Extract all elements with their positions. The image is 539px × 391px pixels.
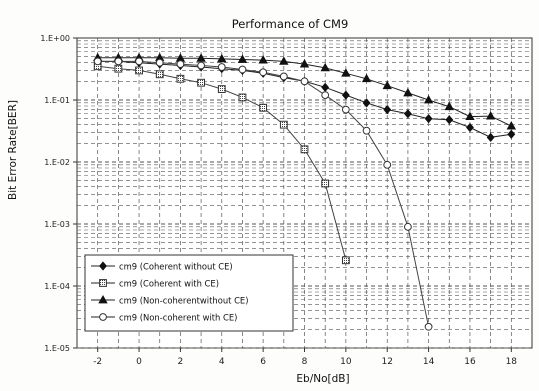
- x-tick-label: -2: [93, 357, 102, 367]
- data-point: [445, 115, 454, 125]
- data-point: [485, 111, 496, 120]
- chart-title: Performance of CM9: [232, 17, 349, 31]
- legend-marker: [99, 313, 107, 321]
- data-point: [362, 98, 371, 108]
- data-point: [300, 77, 309, 86]
- data-point: [404, 222, 412, 231]
- data-point: [403, 87, 413, 97]
- series-circle: [93, 57, 433, 331]
- x-tick-label: 16: [464, 357, 476, 367]
- x-tick-label: 6: [260, 357, 266, 367]
- data-point: [135, 66, 143, 75]
- y-axis-label: Bit Error Rate[BER]: [7, 100, 19, 200]
- data-point: [506, 121, 516, 130]
- data-point: [217, 53, 227, 63]
- data-point: [114, 57, 123, 66]
- x-tick-label: 2: [178, 357, 184, 367]
- data-point: [403, 109, 412, 119]
- data-point: [320, 62, 330, 72]
- x-tick-label: 8: [302, 357, 308, 367]
- data-point: [259, 103, 268, 112]
- data-point: [383, 160, 392, 169]
- y-tick-label: 1.E-03: [44, 220, 70, 229]
- data-point: [155, 70, 164, 79]
- grid-lines: [77, 38, 532, 349]
- data-point: [341, 256, 350, 265]
- data-point: [135, 57, 143, 66]
- x-tick-label: 10: [340, 357, 352, 367]
- y-tick-label: 1.E-05: [44, 344, 70, 353]
- data-point: [238, 65, 247, 74]
- data-point: [279, 120, 288, 129]
- legend-box: [84, 254, 294, 332]
- legend-label: cm9 (Coherent without CE): [119, 262, 233, 272]
- data-point: [259, 68, 268, 77]
- data-point: [444, 101, 454, 111]
- data-point: [341, 90, 350, 100]
- y-tick-label: 1.E-04: [44, 282, 70, 291]
- data-point: [176, 60, 185, 68]
- data-point: [279, 72, 288, 81]
- data-point: [465, 111, 475, 120]
- y-tick-label: 1.E-02: [44, 158, 70, 167]
- data-point: [300, 145, 309, 154]
- data-point: [466, 122, 474, 133]
- x-tick-label: 0: [136, 357, 142, 367]
- data-point: [341, 68, 351, 77]
- data-point: [362, 126, 371, 135]
- y-tick-label: 1.E+00: [40, 34, 70, 43]
- series-square: [93, 62, 350, 265]
- data-point: [217, 63, 226, 71]
- legend-label: cm9 (Coherent with CE): [119, 279, 219, 289]
- data-point: [197, 78, 205, 87]
- x-axis-label: Eb/No[dB]: [296, 373, 349, 385]
- data-point: [258, 55, 268, 64]
- legend-marker: [98, 294, 108, 304]
- data-point: [217, 85, 226, 93]
- x-tick-label: 4: [219, 357, 225, 367]
- data-point: [299, 59, 310, 68]
- data-point: [341, 105, 350, 114]
- data-point: [114, 64, 123, 73]
- data-point: [321, 179, 330, 188]
- data-point: [237, 54, 248, 63]
- legend: cm9 (Coherent without CE) cm9 (Coherent w…: [84, 254, 294, 332]
- data-point: [155, 58, 164, 67]
- x-tick-label: 18: [506, 357, 518, 367]
- data-point: [197, 61, 205, 70]
- data-point: [279, 56, 289, 65]
- data-point: [486, 132, 495, 142]
- data-point: [361, 73, 372, 83]
- axes: 1.E+00 1.E-01 1.E-02 1.E-03 1.E-04 1.E-05 -2 0 2…: [40, 34, 517, 367]
- y-tick-label: 1.E-01: [44, 96, 70, 105]
- x-tick-label: 14: [423, 357, 435, 367]
- data-point: [93, 57, 102, 66]
- data-series: [93, 52, 516, 331]
- x-tick-label: 12: [382, 357, 393, 367]
- data-point: [383, 104, 392, 115]
- legend-marker: [99, 261, 107, 271]
- data-point: [238, 93, 247, 102]
- legend-label: cm9 (Non-coherentwithout CE): [119, 296, 249, 306]
- data-point: [382, 80, 392, 90]
- data-point: [176, 74, 185, 83]
- data-point: [507, 129, 516, 139]
- data-point: [423, 94, 434, 104]
- legend-label: cm9 (Non-coherent with CE): [119, 313, 237, 323]
- legend-marker: [99, 279, 107, 287]
- data-point: [424, 114, 433, 124]
- data-point: [321, 91, 330, 99]
- data-point: [196, 53, 206, 62]
- data-point: [424, 322, 433, 331]
